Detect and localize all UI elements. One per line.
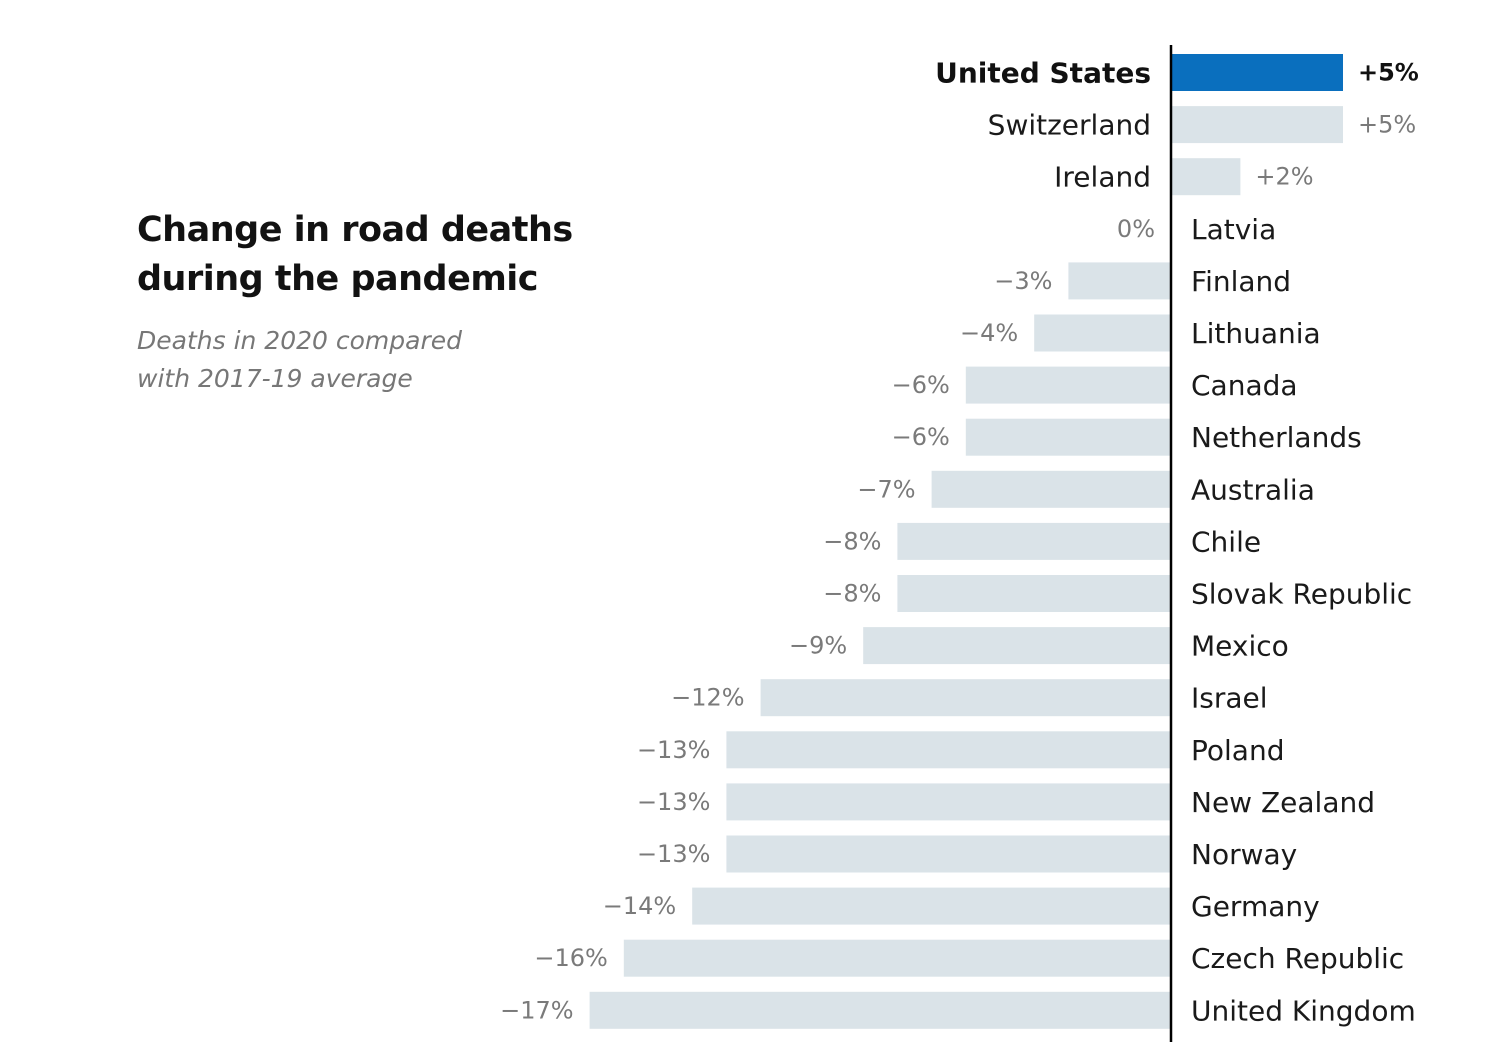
value-label-latvia: 0% [1117, 215, 1155, 243]
chart-title-line-1: Change in road deaths [137, 210, 573, 250]
country-label-slovak-republic: Slovak Republic [1191, 578, 1412, 611]
value-label-norway: −13% [637, 840, 710, 868]
country-label-israel: Israel [1191, 682, 1268, 715]
value-label-new-zealand: −13% [637, 788, 710, 816]
country-label-finland: Finland [1191, 265, 1291, 298]
country-label-norway: Norway [1191, 838, 1297, 871]
country-label-united-states: United States [935, 57, 1151, 90]
value-label-united-states: +5% [1358, 59, 1419, 87]
bar-chile [897, 522, 1171, 560]
bar-mexico [863, 627, 1171, 665]
value-label-poland: −13% [637, 736, 710, 764]
country-label-lithuania: Lithuania [1191, 317, 1321, 350]
chart-title-line-2: during the pandemic [137, 259, 539, 299]
country-label-new-zealand: New Zealand [1191, 786, 1375, 819]
chart-subtitle: Deaths in 2020 compared with 2017-19 ave… [137, 322, 517, 398]
value-label-switzerland: +5% [1358, 111, 1416, 139]
country-label-canada: Canada [1191, 369, 1298, 402]
bar-norway [726, 835, 1171, 873]
value-label-united-kingdom: −17% [500, 996, 573, 1024]
value-label-australia: −7% [857, 475, 915, 503]
bar-germany [692, 887, 1171, 925]
country-label-chile: Chile [1191, 525, 1261, 558]
country-label-poland: Poland [1191, 734, 1284, 767]
value-label-netherlands: −6% [892, 423, 950, 451]
chart-subtitle-line-2: with 2017-19 average [137, 364, 413, 393]
labels-group: United States +5% Switzerland +5% Ireland +2%… [500, 57, 1419, 1028]
value-label-germany: −14% [603, 892, 676, 920]
bar-slovak-republic [897, 575, 1171, 612]
country-label-germany: Germany [1191, 890, 1320, 923]
country-label-australia: Australia [1191, 473, 1315, 506]
bar-lithuania [1034, 314, 1171, 352]
value-label-ireland: +2% [1255, 163, 1313, 191]
bar-finland [1068, 262, 1171, 300]
chart-subtitle-line-1: Deaths in 2020 compared [137, 326, 462, 355]
value-label-lithuania: −4% [960, 319, 1018, 347]
bar-new-zealand [726, 783, 1171, 821]
bar-united-kingdom [589, 991, 1171, 1029]
bar-israel [760, 679, 1171, 717]
bar-netherlands [965, 418, 1171, 456]
chart-title: Change in road deaths during the pandemi… [137, 206, 597, 304]
value-label-chile: −8% [823, 527, 881, 555]
value-label-finland: −3% [994, 267, 1052, 295]
country-label-czech-republic: Czech Republic [1191, 942, 1404, 975]
country-label-ireland: Ireland [1054, 161, 1151, 194]
bar-australia [931, 470, 1171, 508]
value-label-mexico: −9% [789, 632, 847, 660]
country-label-switzerland: Switzerland [988, 109, 1151, 142]
bar-canada [965, 366, 1171, 404]
bars-group [589, 54, 1343, 1029]
country-label-united-kingdom: United Kingdom [1191, 994, 1416, 1027]
bar-ireland [1172, 158, 1241, 196]
bar-switzerland [1172, 106, 1343, 144]
bar-united-states [1172, 54, 1343, 91]
value-label-slovak-republic: −8% [823, 580, 881, 608]
country-label-mexico: Mexico [1191, 630, 1289, 663]
bar-poland [726, 731, 1171, 769]
value-label-czech-republic: −16% [534, 944, 607, 972]
bar-czech-republic [623, 939, 1171, 977]
value-label-canada: −6% [892, 371, 950, 399]
country-label-latvia: Latvia [1191, 213, 1276, 246]
country-label-netherlands: Netherlands [1191, 421, 1362, 454]
value-label-israel: −12% [671, 684, 744, 712]
